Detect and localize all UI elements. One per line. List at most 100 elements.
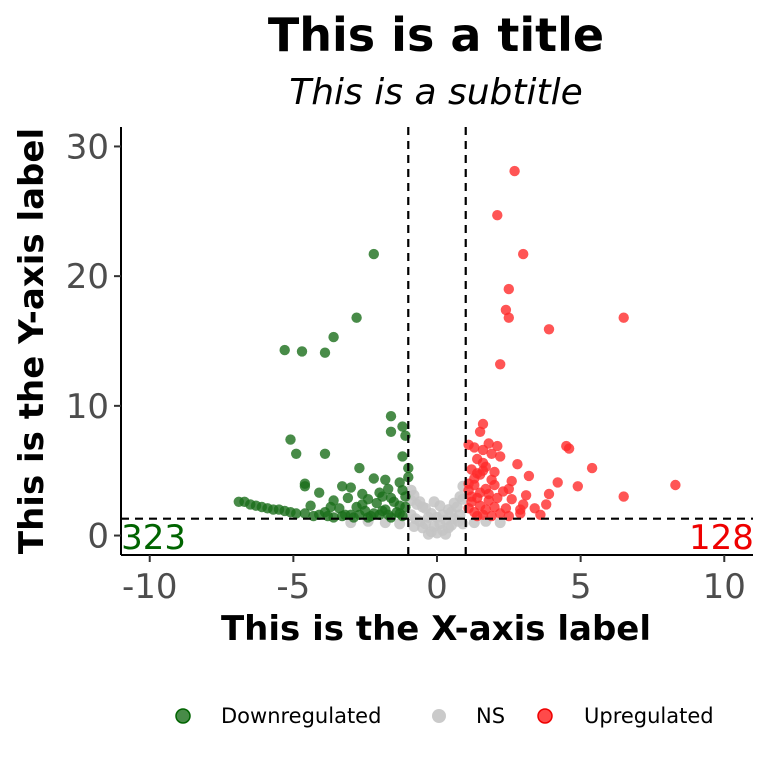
point-upregulated-59 xyxy=(503,483,514,495)
point-upregulated-7 xyxy=(543,324,555,335)
point-downregulated-4 xyxy=(296,346,308,357)
point-upregulated-40 xyxy=(492,492,503,504)
point-downregulated-24 xyxy=(383,483,394,495)
point-ns-45 xyxy=(453,515,464,527)
point-downregulated-64 xyxy=(285,507,296,518)
point-ns-40 xyxy=(440,528,452,540)
point-upregulated-0 xyxy=(509,165,520,177)
point-ns-23 xyxy=(431,527,443,539)
point-ns-42 xyxy=(428,496,440,508)
point-downregulated-75 xyxy=(357,499,368,510)
x-axis-title: This is the X-axis label xyxy=(221,609,651,649)
point-downregulated-2 xyxy=(328,331,339,343)
point-upregulated-8 xyxy=(495,359,506,370)
point-downregulated-5 xyxy=(319,347,331,358)
point-upregulated-5 xyxy=(503,312,514,323)
legend-key-ns xyxy=(432,709,446,723)
point-upregulated-36 xyxy=(520,490,532,501)
point-downregulated-1 xyxy=(351,312,362,323)
point-upregulated-53 xyxy=(495,508,506,519)
point-downregulated-6 xyxy=(385,411,397,422)
point-upregulated-69 xyxy=(489,479,500,491)
point-downregulated-13 xyxy=(397,451,408,462)
point-downregulated-12 xyxy=(319,448,331,459)
threshold-lines xyxy=(121,127,753,555)
legend-key-downregulated xyxy=(175,708,191,724)
point-upregulated-18 xyxy=(486,448,497,459)
down-count-label: 323 xyxy=(121,518,186,558)
point-downregulated-21 xyxy=(299,481,311,492)
point-downregulated-71 xyxy=(383,509,394,520)
x-tick-label: 10 xyxy=(703,567,746,607)
y-tick-label: 30 xyxy=(66,127,109,167)
point-downregulated-18 xyxy=(394,477,405,488)
point-downregulated-22 xyxy=(337,481,348,492)
point-downregulated-23 xyxy=(345,482,356,493)
point-downregulated-26 xyxy=(314,487,325,498)
legend-item-ns: NS xyxy=(432,704,505,728)
point-upregulated-64 xyxy=(483,488,494,500)
point-downregulated-67 xyxy=(322,510,333,522)
legend-label-upregulated: Upregulated xyxy=(584,704,714,728)
point-upregulated-66 xyxy=(515,504,526,515)
point-upregulated-10 xyxy=(474,426,486,437)
point-upregulated-68 xyxy=(474,487,486,498)
y-axis-title: This is the Y-axis label xyxy=(12,128,52,554)
point-upregulated-22 xyxy=(512,459,523,470)
point-downregulated-69 xyxy=(354,509,365,520)
point-upregulated-2 xyxy=(518,248,529,260)
legend: Downregulated NS Upregulated xyxy=(175,704,714,728)
point-downregulated-72 xyxy=(394,508,405,519)
point-downregulated-68 xyxy=(337,510,348,522)
point-downregulated-63 xyxy=(273,504,285,515)
legend-item-upregulated: Upregulated xyxy=(537,704,714,728)
point-upregulated-65 xyxy=(466,491,477,502)
point-upregulated-3 xyxy=(503,283,514,295)
point-upregulated-70 xyxy=(472,468,483,479)
point-downregulated-8 xyxy=(385,426,397,437)
point-upregulated-1 xyxy=(492,210,503,221)
x-tick-label: 0 xyxy=(426,567,448,607)
point-ns-38 xyxy=(494,517,506,529)
x-tick-label: -5 xyxy=(276,567,310,607)
point-upregulated-13 xyxy=(492,440,503,452)
point-downregulated-34 xyxy=(371,497,382,509)
point-downregulated-77 xyxy=(374,487,385,498)
point-upregulated-4 xyxy=(500,304,512,316)
point-downregulated-11 xyxy=(291,448,302,459)
point-upregulated-14 xyxy=(469,442,480,453)
point-downregulated-62 xyxy=(262,503,273,514)
point-downregulated-51 xyxy=(345,509,356,520)
point-upregulated-23 xyxy=(586,462,598,474)
y-tick-label: 0 xyxy=(87,517,109,557)
point-upregulated-27 xyxy=(523,470,535,482)
up-count-label: 128 xyxy=(689,518,754,558)
legend-item-downregulated: Downregulated xyxy=(175,704,381,728)
legend-label-downregulated: Downregulated xyxy=(221,704,381,728)
chart-subtitle: This is a subtitle xyxy=(289,72,583,113)
point-upregulated-9 xyxy=(477,418,489,430)
point-downregulated-17 xyxy=(380,474,391,485)
axis-ticks: -10 -5 0 5 10 0 10 20 30 xyxy=(66,127,746,607)
point-downregulated-3 xyxy=(279,344,290,356)
point-upregulated-17 xyxy=(563,443,575,454)
chart-title: This is a title xyxy=(268,8,604,62)
y-tick-label: 10 xyxy=(66,387,109,427)
point-downregulated-15 xyxy=(354,462,365,474)
y-tick-label: 20 xyxy=(66,257,109,297)
point-downregulated-30 xyxy=(342,492,354,504)
point-upregulated-30 xyxy=(670,479,681,491)
point-ns-39 xyxy=(422,528,434,540)
point-upregulated-6 xyxy=(618,312,629,323)
point-downregulated-7 xyxy=(397,421,408,432)
point-downregulated-0 xyxy=(368,248,379,260)
point-downregulated-73 xyxy=(325,501,336,513)
point-upregulated-38 xyxy=(618,491,629,502)
point-downregulated-66 xyxy=(314,509,325,520)
point-upregulated-57 xyxy=(541,499,552,510)
point-upregulated-31 xyxy=(572,481,583,492)
point-upregulated-28 xyxy=(506,475,517,487)
x-tick-label: 5 xyxy=(570,567,592,607)
point-downregulated-10 xyxy=(285,434,296,445)
